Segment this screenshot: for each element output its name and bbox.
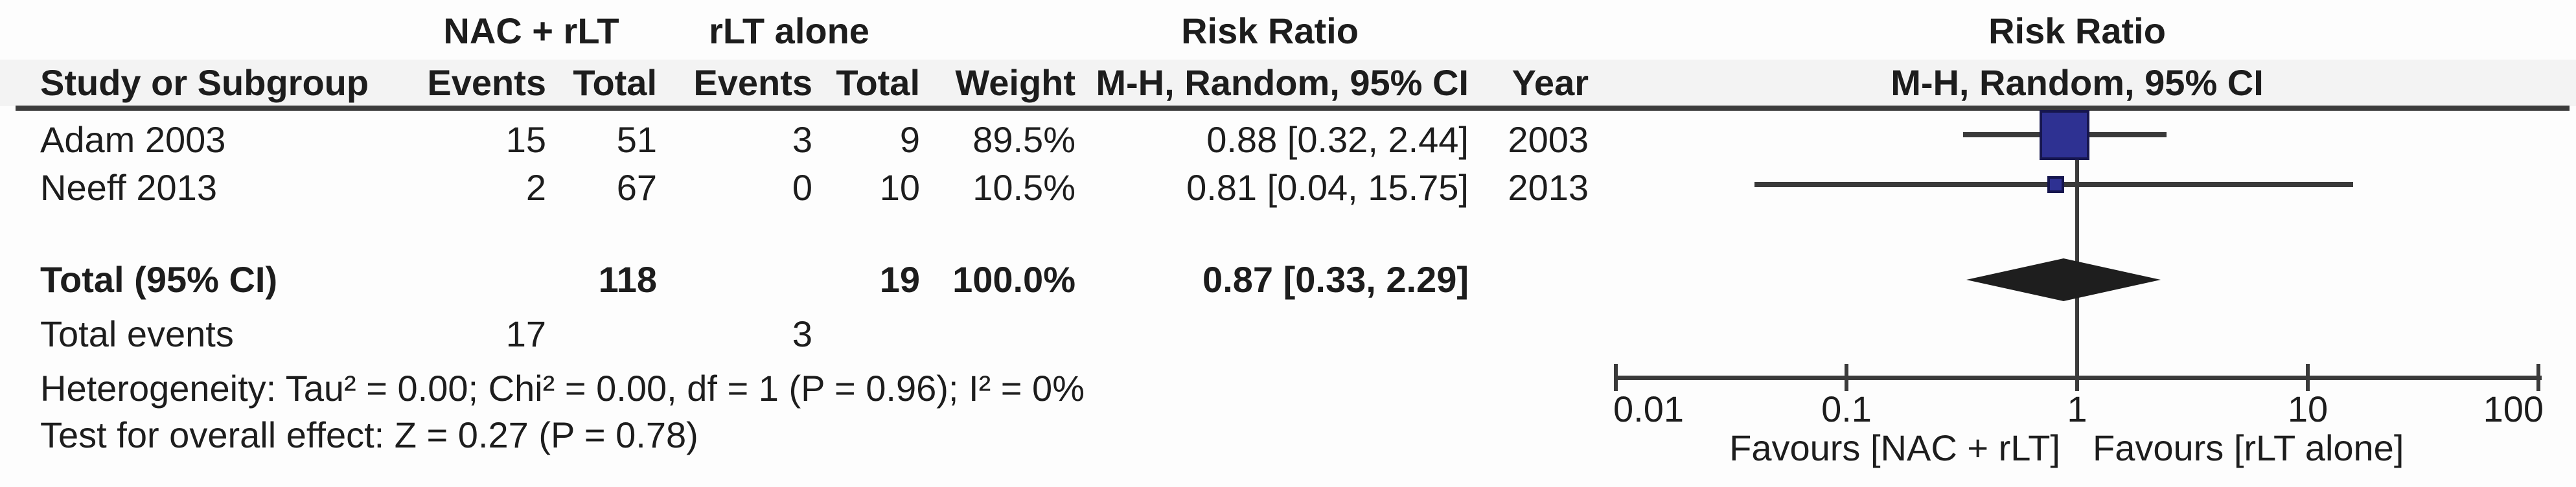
axis-tick-label: 0.1 bbox=[1821, 389, 1872, 429]
heterogeneity-stats: Heterogeneity: Tau² = 0.00; Chi² = 0.00,… bbox=[40, 368, 1085, 409]
risk-ratio-column-header: Risk Ratio bbox=[1181, 10, 1359, 51]
overall-effect-row: Test for overall effect: Z = 0.27 (P = 0… bbox=[0, 416, 2576, 455]
axis-tick bbox=[1845, 364, 1848, 391]
pooled-risk-ratio-ci: 0.87 [0.33, 2.29] bbox=[1202, 259, 1469, 300]
axis-tick-label: 10 bbox=[2287, 389, 2329, 429]
total2-value: 9 bbox=[899, 119, 920, 160]
total2-sum: 19 bbox=[879, 259, 920, 300]
total2-column-header: Total bbox=[836, 62, 920, 103]
control-group-header: rLT alone bbox=[709, 10, 869, 51]
risk-ratio-ci-value: 0.81 [0.04, 15.75] bbox=[1186, 167, 1469, 208]
weight-value: 10.5% bbox=[972, 167, 1075, 208]
axis-tick-label: 100 bbox=[2483, 389, 2544, 429]
total1-value: 51 bbox=[616, 119, 657, 160]
axis-tick bbox=[1614, 364, 1618, 391]
axis-tick-label: 1 bbox=[2067, 389, 2087, 429]
header-shading-band bbox=[0, 60, 2576, 106]
header-divider-rule bbox=[16, 106, 2570, 111]
total-row: Total (95% CI) 118 19 100.0% 0.87 [0.33,… bbox=[0, 260, 2576, 299]
favours-right-label: Favours [rLT alone] bbox=[2093, 427, 2404, 468]
study-column-header: Study or Subgroup bbox=[40, 62, 369, 103]
year-value: 2013 bbox=[1508, 167, 1589, 208]
total-label: Total (95% CI) bbox=[40, 259, 278, 300]
events1-column-header: Events bbox=[427, 62, 546, 103]
mh-random-column-header: M-H, Random, 95% CI bbox=[1096, 62, 1469, 103]
total2-value: 10 bbox=[879, 167, 920, 208]
study-row-adam-2003: Adam 2003 15 51 3 9 89.5% 0.88 [0.32, 2.… bbox=[0, 120, 2576, 159]
events2-value: 0 bbox=[792, 167, 812, 208]
weight-sum: 100.0% bbox=[952, 259, 1075, 300]
axis-tick-label: 0.01 bbox=[1613, 389, 1684, 429]
group-header-row: NAC + rLT rLT alone Risk Ratio Risk Rati… bbox=[0, 12, 2576, 51]
year-value: 2003 bbox=[1508, 119, 1589, 160]
heterogeneity-row: Heterogeneity: Tau² = 0.00; Chi² = 0.00,… bbox=[0, 369, 2576, 408]
total-events-row: Total events 17 3 bbox=[0, 315, 2576, 354]
study-name: Adam 2003 bbox=[40, 119, 226, 160]
experimental-group-header: NAC + rLT bbox=[443, 10, 619, 51]
total-events1-value: 17 bbox=[505, 313, 546, 354]
column-header-row: Study or Subgroup Events Total Events To… bbox=[0, 63, 2576, 102]
favours-left-label: Favours [NAC + rLT] bbox=[1729, 427, 2060, 468]
total1-sum: 118 bbox=[598, 259, 657, 300]
no-effect-line bbox=[2075, 111, 2079, 378]
events2-value: 3 bbox=[792, 119, 812, 160]
axis-tick bbox=[2075, 364, 2079, 391]
events1-value: 15 bbox=[505, 119, 546, 160]
events2-column-header: Events bbox=[693, 62, 812, 103]
study-name: Neeff 2013 bbox=[40, 167, 217, 208]
total1-value: 67 bbox=[616, 167, 657, 208]
axis-tick bbox=[2536, 364, 2540, 391]
total-events-label: Total events bbox=[40, 313, 234, 354]
risk-ratio-plot-header: Risk Ratio bbox=[1988, 10, 2166, 51]
study-row-neeff-2013: Neeff 2013 2 67 0 10 10.5% 0.81 [0.04, 1… bbox=[0, 168, 2576, 207]
overall-diamond bbox=[1966, 258, 2161, 301]
weight-square-0 bbox=[2040, 110, 2089, 160]
weight-column-header: Weight bbox=[955, 62, 1075, 103]
risk-ratio-ci-value: 0.88 [0.32, 2.44] bbox=[1206, 119, 1469, 160]
year-column-header: Year bbox=[1512, 62, 1589, 103]
total1-column-header: Total bbox=[573, 62, 657, 103]
total-events2-value: 3 bbox=[792, 313, 812, 354]
overall-effect-stats: Test for overall effect: Z = 0.27 (P = 0… bbox=[40, 414, 698, 455]
weight-square-1 bbox=[2047, 176, 2064, 193]
weight-value: 89.5% bbox=[972, 119, 1075, 160]
axis-tick bbox=[2306, 364, 2310, 391]
events1-value: 2 bbox=[525, 167, 546, 208]
mh-random-plot-header: M-H, Random, 95% CI bbox=[1891, 62, 2264, 103]
